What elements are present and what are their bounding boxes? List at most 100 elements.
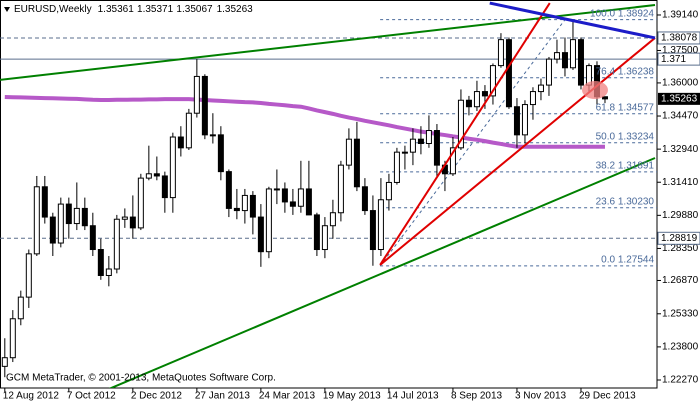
candle-body <box>97 249 104 276</box>
trendline <box>379 2 551 266</box>
candle-body <box>105 268 112 276</box>
fib-label: 38.2 1.31891 <box>596 160 655 171</box>
candle-body <box>49 216 56 244</box>
candle-body <box>89 225 96 251</box>
candle-body <box>457 99 464 149</box>
candle-body <box>249 194 256 218</box>
candle-body <box>57 203 64 244</box>
x-tick-label: 3 Nov 2013 <box>515 391 567 402</box>
header-open: 1.35361 <box>98 4 135 15</box>
price-label-box <box>657 52 700 66</box>
y-tick-label: 1.39140 <box>662 10 699 21</box>
y-tick-label: 1.29880 <box>662 210 699 221</box>
candle-body <box>305 188 312 216</box>
candle-body <box>553 52 560 60</box>
candle-body <box>289 201 296 207</box>
candle-body <box>321 225 328 251</box>
price-label-box <box>657 231 700 245</box>
candle-body <box>121 216 128 220</box>
y-tick-label: 1.34470 <box>662 111 699 122</box>
candle-body <box>9 318 16 359</box>
y-tick-label: 1.22270 <box>662 375 699 386</box>
candle-body <box>313 214 320 251</box>
candle-body <box>569 39 576 69</box>
candle-body <box>225 171 232 209</box>
header-icon <box>4 7 10 12</box>
candle-body <box>177 136 184 149</box>
fib-label: 0.0 1.27544 <box>601 255 654 266</box>
candle-body <box>33 186 40 255</box>
candle-body <box>561 52 568 69</box>
header-high: 1.35371 <box>137 4 174 15</box>
y-tick-label: 1.36000 <box>662 78 699 89</box>
candle-body <box>409 138 416 153</box>
candle-body <box>209 134 216 137</box>
price-label-box <box>657 31 700 45</box>
candle-body <box>353 138 360 188</box>
footer: GCM MetaTrader, © 2001-2013, MetaQuotes … <box>6 373 276 384</box>
candle-body <box>601 96 608 100</box>
candle-body <box>537 84 544 93</box>
candle-body <box>369 210 376 251</box>
candle-body <box>449 147 456 175</box>
candle-body <box>217 134 224 173</box>
trendline <box>0 4 656 81</box>
highlight-circle <box>582 81 608 99</box>
candle-body <box>385 181 392 201</box>
x-tick-label: 24 Mar 2013 <box>259 391 316 402</box>
y-tick-label: 1.28350 <box>662 243 699 254</box>
candle-body <box>81 207 88 227</box>
candle-body <box>417 138 424 145</box>
symbol: EURUSD,Weekly <box>14 4 92 15</box>
x-tick-label: 12 Aug 2012 <box>3 391 60 402</box>
x-tick-label: 29 Dec 2013 <box>579 391 636 402</box>
candle-body <box>281 188 288 203</box>
y-tick-label: 1.25330 <box>662 308 699 319</box>
price-label: 1.38078 <box>661 33 698 44</box>
candle-body <box>377 199 384 251</box>
fib-label: 100.0 1.38924 <box>590 8 654 19</box>
candle-body <box>265 188 272 253</box>
candle-body <box>337 164 344 214</box>
plot-layer <box>0 1 657 388</box>
candle-body <box>73 207 80 225</box>
candle-body <box>513 106 520 136</box>
x-tick-label: 7 Oct 2012 <box>67 391 116 402</box>
candle-body <box>361 186 368 212</box>
fib-label: 76.4 1.36238 <box>596 66 655 77</box>
x-tick-label: 27 Jan 2013 <box>195 391 250 402</box>
candle-body <box>17 296 24 320</box>
candle-body <box>257 216 264 253</box>
candle-body <box>65 203 72 225</box>
candle-body <box>489 65 496 97</box>
candle-body <box>1 357 8 367</box>
moving-average <box>4 94 605 149</box>
candle-body <box>529 91 536 106</box>
overlay-layer: 0.0 1.27544 23.6 1.30230 38.2 1.31891 50.0 … <box>590 8 654 265</box>
y-tick-label: 1.32940 <box>662 144 699 155</box>
x-tick-label: 8 Sep 2013 <box>451 391 503 402</box>
candle-body <box>273 188 280 191</box>
candle-body <box>393 151 400 183</box>
y-tick-label: 1.37500 <box>662 45 699 56</box>
candle-body <box>25 253 32 298</box>
fib-label: 50.0 1.33234 <box>596 131 655 142</box>
candle-body <box>201 75 208 136</box>
candle-body <box>433 130 440 166</box>
candle-body <box>233 207 240 212</box>
header-close: 1.35263 <box>217 4 254 15</box>
candle-body <box>545 58 552 86</box>
candle-body <box>425 130 432 145</box>
candle-body <box>113 218 120 270</box>
trendline <box>108 157 656 388</box>
x-tick-label: 19 May 2013 <box>323 391 381 402</box>
x-tick-label: 14 Jul 2013 <box>387 391 439 402</box>
trendline <box>379 37 656 266</box>
current-price-box <box>658 92 700 105</box>
candle-body <box>193 75 200 114</box>
fib-label: 23.6 1.30230 <box>596 196 655 207</box>
trendline <box>489 1 656 40</box>
fib-label: 61.8 1.34577 <box>596 102 655 113</box>
